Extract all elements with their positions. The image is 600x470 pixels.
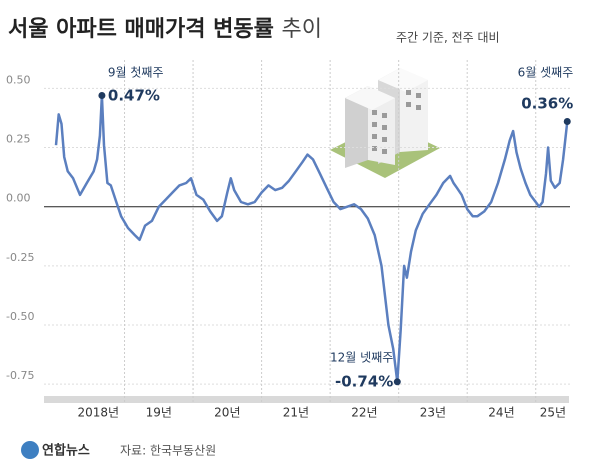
x-tick-label: 20년: [214, 406, 240, 420]
source: 자료: 한국부동산원: [120, 444, 216, 458]
x-tick-label: 2018년: [77, 406, 119, 420]
annotation-label: 12월 넷째주: [330, 350, 393, 364]
y-tick-label: 0.50: [6, 73, 31, 86]
subtitle: 주간 기준, 전주 대비: [396, 31, 500, 45]
y-tick-label: -0.25: [6, 251, 34, 264]
x-tick-label: 23년: [420, 406, 446, 420]
annotation-label: 6월 셋째주: [518, 66, 574, 80]
annotation-dot: [563, 118, 571, 126]
annotation-value: -0.74%: [335, 372, 393, 390]
annotation-label: 9월 첫째주: [108, 66, 164, 80]
x-tick-label: 19년: [146, 406, 172, 420]
logo-icon: [21, 441, 39, 459]
annotation-value: 0.36%: [521, 95, 573, 113]
title-suffix: 추이: [282, 17, 322, 42]
x-axis-band: [44, 396, 569, 403]
line: [54, 94, 569, 384]
annotation-dot: [98, 91, 106, 99]
y-tick-label: 0.00: [6, 192, 31, 205]
y-tick-label: -0.75: [6, 369, 34, 382]
title-main: 서울 아파트 매매가격 변동률: [8, 17, 274, 42]
y-tick-label: 0.25: [6, 133, 31, 146]
y-tick-label: -0.50: [6, 310, 34, 323]
building-illustration: [330, 68, 440, 178]
chart-title: 서울 아파트 매매가격 변동률 추이: [8, 17, 322, 42]
x-tick-label: 22년: [351, 406, 377, 420]
logo: 연합뉴스: [42, 443, 90, 459]
annotation-dot: [393, 378, 401, 386]
x-tick-label: 24년: [488, 406, 514, 420]
annotation-value: 0.47%: [108, 87, 160, 105]
x-tick-label: 25년: [540, 406, 566, 420]
x-tick-label: 21년: [283, 406, 309, 420]
